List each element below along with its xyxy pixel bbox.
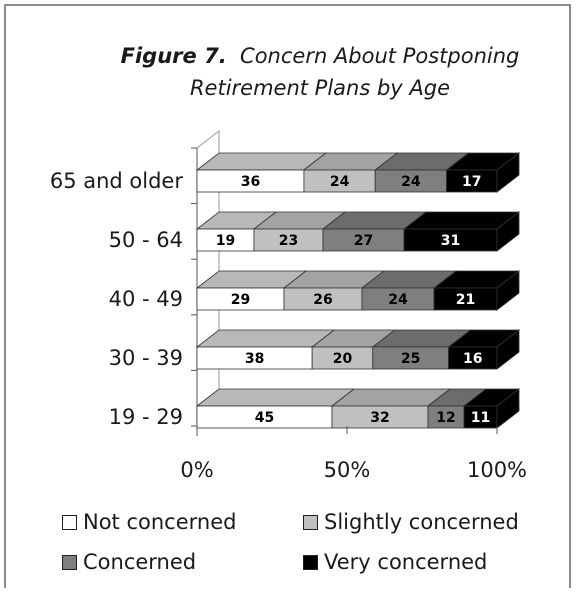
data-label: 20	[333, 351, 353, 367]
x-tick-label: 50%	[324, 458, 371, 482]
data-label: 23	[279, 233, 298, 249]
data-label: 16	[463, 351, 482, 367]
legend-label: Very concerned	[324, 550, 488, 574]
chart-subtitle: Retirement Plans by Age	[120, 76, 520, 100]
bar-side-face	[496, 270, 520, 311]
category-label: 65 and older	[50, 169, 184, 193]
legend-swatch	[62, 554, 77, 570]
legend-item: Slightly concerned	[303, 510, 519, 534]
bar-side-face	[496, 211, 520, 252]
data-label: 38	[245, 351, 264, 367]
category-label: 19 - 29	[109, 405, 183, 429]
category-label: 30 - 39	[109, 346, 183, 370]
bar-top-face	[195, 388, 356, 407]
data-label: 31	[441, 233, 460, 249]
legend-swatch	[303, 554, 318, 570]
title-line-2: Retirement Plans by Age	[189, 76, 451, 100]
data-label: 17	[462, 174, 481, 190]
legend-label: Concerned	[83, 550, 197, 574]
chart-frame	[4, 4, 571, 588]
data-label: 24	[388, 292, 408, 308]
bar-side-face	[496, 329, 520, 370]
bar-top-face	[195, 329, 336, 348]
category-label: 50 - 64	[109, 228, 183, 252]
legend-item: Concerned	[62, 550, 196, 574]
chart-title: Figure 7. Concern About Postponing	[120, 44, 520, 68]
data-label: 36	[241, 174, 260, 190]
data-label: 45	[255, 410, 274, 426]
data-label: 11	[471, 410, 490, 426]
data-label: 19	[216, 233, 235, 249]
bar-side-face	[496, 388, 520, 429]
data-label: 27	[354, 233, 373, 249]
title-line-1: Concern About Postponing	[240, 44, 520, 68]
data-label: 24	[401, 174, 421, 190]
x-tick-label: 0%	[180, 458, 213, 482]
data-label: 29	[231, 292, 250, 308]
figure-label: Figure 7.	[120, 44, 227, 68]
data-label: 21	[456, 292, 475, 308]
plot-back-wall	[196, 129, 220, 409]
legend-label: Slightly concerned	[324, 510, 519, 534]
data-label: 24	[330, 174, 350, 190]
legend-swatch	[303, 514, 318, 530]
bar-side-face	[496, 152, 520, 193]
category-label: 40 - 49	[109, 287, 183, 311]
data-label: 12	[436, 410, 455, 426]
legend-swatch	[62, 514, 77, 530]
data-label: 25	[401, 351, 420, 367]
legend-item: Very concerned	[303, 550, 487, 574]
legend-item: Not concerned	[62, 510, 236, 534]
data-label: 32	[370, 410, 389, 426]
legend-label: Not concerned	[83, 510, 237, 534]
x-tick-label: 100%	[467, 458, 527, 482]
data-label: 26	[313, 292, 332, 308]
